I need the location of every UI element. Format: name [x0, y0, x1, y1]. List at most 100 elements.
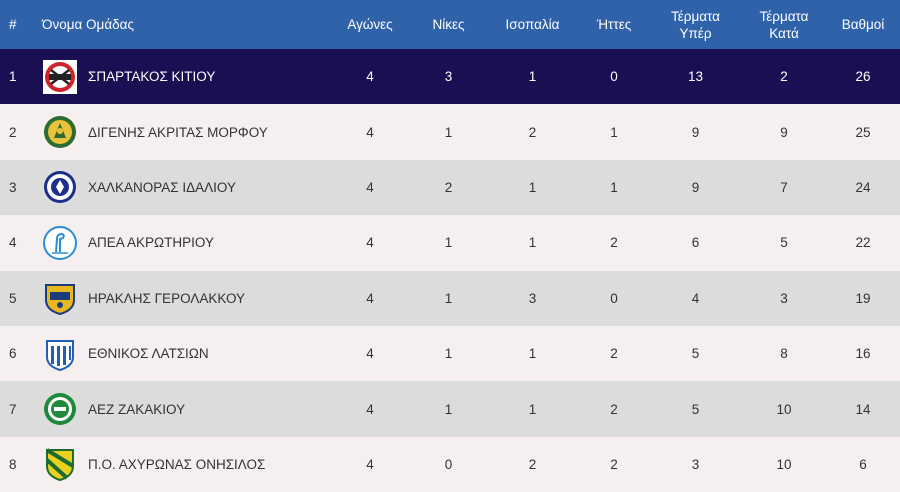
team-cell[interactable]: ΔΙΓΕΝΗΣ ΑΚΡΙΤΑΣ ΜΟΡΦΟΥ	[36, 104, 329, 159]
rank-cell: 8	[9, 456, 17, 472]
goals-for-cell: 3	[691, 456, 700, 472]
points-cell: 19	[855, 290, 871, 306]
table-row[interactable]: 5 ΗΡΑΚΛΗΣ ΓΕΡΟΛΑΚΚΟΥ 4 1 3 0 4 3 19	[0, 270, 900, 326]
losses-cell: 2	[610, 346, 618, 362]
team-cell[interactable]: ΣΠΑΡΤΑΚΟΣ ΚΙΤΙΟΥ	[36, 49, 329, 104]
spartakos-crest-icon	[42, 59, 78, 95]
digenis-crest-icon	[42, 114, 78, 150]
draws-cell: 1	[528, 179, 537, 195]
goals-against-cell: 7	[780, 179, 788, 195]
rank-cell: 7	[9, 401, 17, 417]
header-draws[interactable]: Ισοπαλία	[505, 17, 560, 32]
iraklis-crest-icon	[42, 280, 78, 316]
goals-against-cell: 10	[776, 401, 792, 417]
goals-against-cell: 2	[780, 69, 788, 85]
played-cell: 4	[366, 401, 374, 417]
goals-for-cell: 5	[691, 401, 700, 417]
goals-for-cell: 5	[691, 346, 700, 362]
team-name[interactable]: ΕΘΝΙΚΟΣ ΛΑΤΣΙΩΝ	[88, 346, 209, 362]
table-row[interactable]: 8 Π.Ο. ΑΧΥΡΩΝΑΣ ΟΝΗΣΙΛΟΣ 4 0 2 2 3 10 6	[0, 436, 900, 492]
points-cell: 25	[855, 124, 871, 140]
wins-cell: 1	[444, 124, 453, 140]
losses-cell: 1	[610, 124, 618, 140]
losses-cell: 2	[610, 401, 618, 417]
team-name[interactable]: ΧΑΛΚΑΝΟΡΑΣ ΙΔΑΛΙΟΥ	[88, 179, 236, 195]
draws-cell: 1	[528, 346, 537, 362]
team-cell[interactable]: ΕΘΝΙΚΟΣ ΛΑΤΣΙΩΝ	[36, 326, 329, 381]
team-cell[interactable]: ΗΡΑΚΛΗΣ ΓΕΡΟΛΑΚΚΟΥ	[36, 271, 329, 326]
team-name[interactable]: ΑΠΕΑ ΑΚΡΩΤΗΡΙΟΥ	[88, 235, 214, 251]
achyronas-crest-icon	[42, 446, 78, 482]
header-goals-against[interactable]: Τέρματα Κατά	[759, 8, 809, 41]
losses-cell: 0	[610, 290, 618, 306]
rank-cell: 2	[9, 124, 17, 140]
points-cell: 6	[859, 456, 867, 472]
header-rank[interactable]: #	[9, 17, 17, 32]
header-points[interactable]: Βαθμοί	[841, 17, 885, 32]
played-cell: 4	[366, 179, 374, 195]
rank-cell: 5	[9, 290, 17, 306]
team-name[interactable]: ΑΕΖ ΖΑΚΑΚΙΟΥ	[88, 401, 186, 417]
draws-cell: 1	[528, 69, 537, 85]
played-cell: 4	[366, 69, 374, 85]
goals-for-cell: 9	[691, 179, 700, 195]
team-cell[interactable]: ΑΕΖ ΖΑΚΑΚΙΟΥ	[36, 381, 329, 436]
losses-cell: 1	[610, 179, 618, 195]
wins-cell: 2	[444, 179, 453, 195]
aez-crest-icon	[42, 391, 78, 427]
goals-for-cell: 13	[687, 69, 704, 85]
goals-for-cell: 9	[691, 124, 700, 140]
wins-cell: 1	[444, 235, 453, 251]
team-name[interactable]: ΗΡΑΚΛΗΣ ΓΕΡΟΛΑΚΚΟΥ	[88, 290, 246, 306]
goals-against-cell: 8	[780, 346, 788, 362]
table-row[interactable]: 7 ΑΕΖ ΖΑΚΑΚΙΟΥ 4 1 1 2 5 10 14	[0, 381, 900, 437]
team-name[interactable]: ΣΠΑΡΤΑΚΟΣ ΚΙΤΙΟΥ	[88, 69, 216, 85]
table-row[interactable]: 2 ΔΙΓΕΝΗΣ ΑΚΡΙΤΑΣ ΜΟΡΦΟΥ 4 1 2 1 9 9 25	[0, 104, 900, 160]
table-row[interactable]: 1 ΣΠΑΡΤΑΚΟΣ ΚΙΤΙΟΥ 4 3 1 0 13 2 26	[0, 49, 900, 105]
points-cell: 16	[855, 346, 871, 362]
played-cell: 4	[366, 456, 374, 472]
wins-cell: 1	[444, 290, 453, 306]
points-cell: 24	[855, 179, 871, 195]
team-name[interactable]: ΔΙΓΕΝΗΣ ΑΚΡΙΤΑΣ ΜΟΡΦΟΥ	[88, 124, 268, 140]
rank-cell: 6	[9, 346, 17, 362]
losses-cell: 0	[610, 69, 618, 85]
table-row[interactable]: 3 ΧΑΛΚΑΝΟΡΑΣ ΙΔΑΛΙΟΥ 4 2 1 1 9 7 24	[0, 159, 900, 216]
table-row[interactable]: 4 ΑΠΕΑ ΑΚΡΩΤΗΡΙΟΥ 4 1 1 2 6 5 22	[0, 215, 900, 271]
chalkanoras-crest-icon	[42, 169, 78, 205]
losses-cell: 2	[610, 456, 618, 472]
team-name[interactable]: Π.Ο. ΑΧΥΡΩΝΑΣ ΟΝΗΣΙΛΟΣ	[88, 456, 266, 472]
played-cell: 4	[366, 235, 374, 251]
rank-cell: 1	[9, 69, 17, 85]
goals-against-cell: 5	[780, 235, 788, 251]
header-played[interactable]: Αγώνες	[347, 17, 393, 32]
wins-cell: 1	[444, 401, 453, 417]
goals-against-cell: 3	[780, 290, 788, 306]
ethnikos-crest-icon	[42, 336, 78, 372]
header-losses[interactable]: Ήττες	[596, 17, 632, 32]
goals-against-cell: 10	[776, 456, 792, 472]
draws-cell: 3	[528, 290, 537, 306]
draws-cell: 2	[528, 124, 537, 140]
played-cell: 4	[366, 346, 374, 362]
rank-cell: 3	[9, 179, 17, 195]
team-cell[interactable]: ΑΠΕΑ ΑΚΡΩΤΗΡΙΟΥ	[36, 215, 329, 270]
header-goals-for[interactable]: Τέρματα Υπέρ	[671, 8, 720, 41]
wins-cell: 0	[444, 456, 453, 472]
draws-cell: 1	[528, 235, 537, 251]
apea-crest-icon	[42, 225, 78, 261]
points-cell: 26	[855, 69, 871, 85]
wins-cell: 3	[444, 69, 453, 85]
goals-for-cell: 6	[691, 235, 700, 251]
team-cell[interactable]: Π.Ο. ΑΧΥΡΩΝΑΣ ΟΝΗΣΙΛΟΣ	[36, 437, 329, 492]
points-cell: 22	[855, 235, 871, 251]
played-cell: 4	[366, 124, 374, 140]
goals-for-cell: 4	[691, 290, 700, 306]
team-cell[interactable]: ΧΑΛΚΑΝΟΡΑΣ ΙΔΑΛΙΟΥ	[36, 160, 329, 215]
points-cell: 14	[855, 401, 871, 417]
header-team[interactable]: Όνομα Ομάδας	[42, 17, 134, 32]
header-wins[interactable]: Νίκες	[432, 17, 465, 32]
table-header-row: # Όνομα Ομάδας Αγώνες Νίκες Ισοπαλία Ήττ…	[0, 0, 900, 49]
table-row[interactable]: 6 ΕΘΝΙΚΟΣ ΛΑΤΣΙΩΝ 4 1 1 2 5 8 16	[0, 325, 900, 382]
draws-cell: 1	[528, 401, 537, 417]
